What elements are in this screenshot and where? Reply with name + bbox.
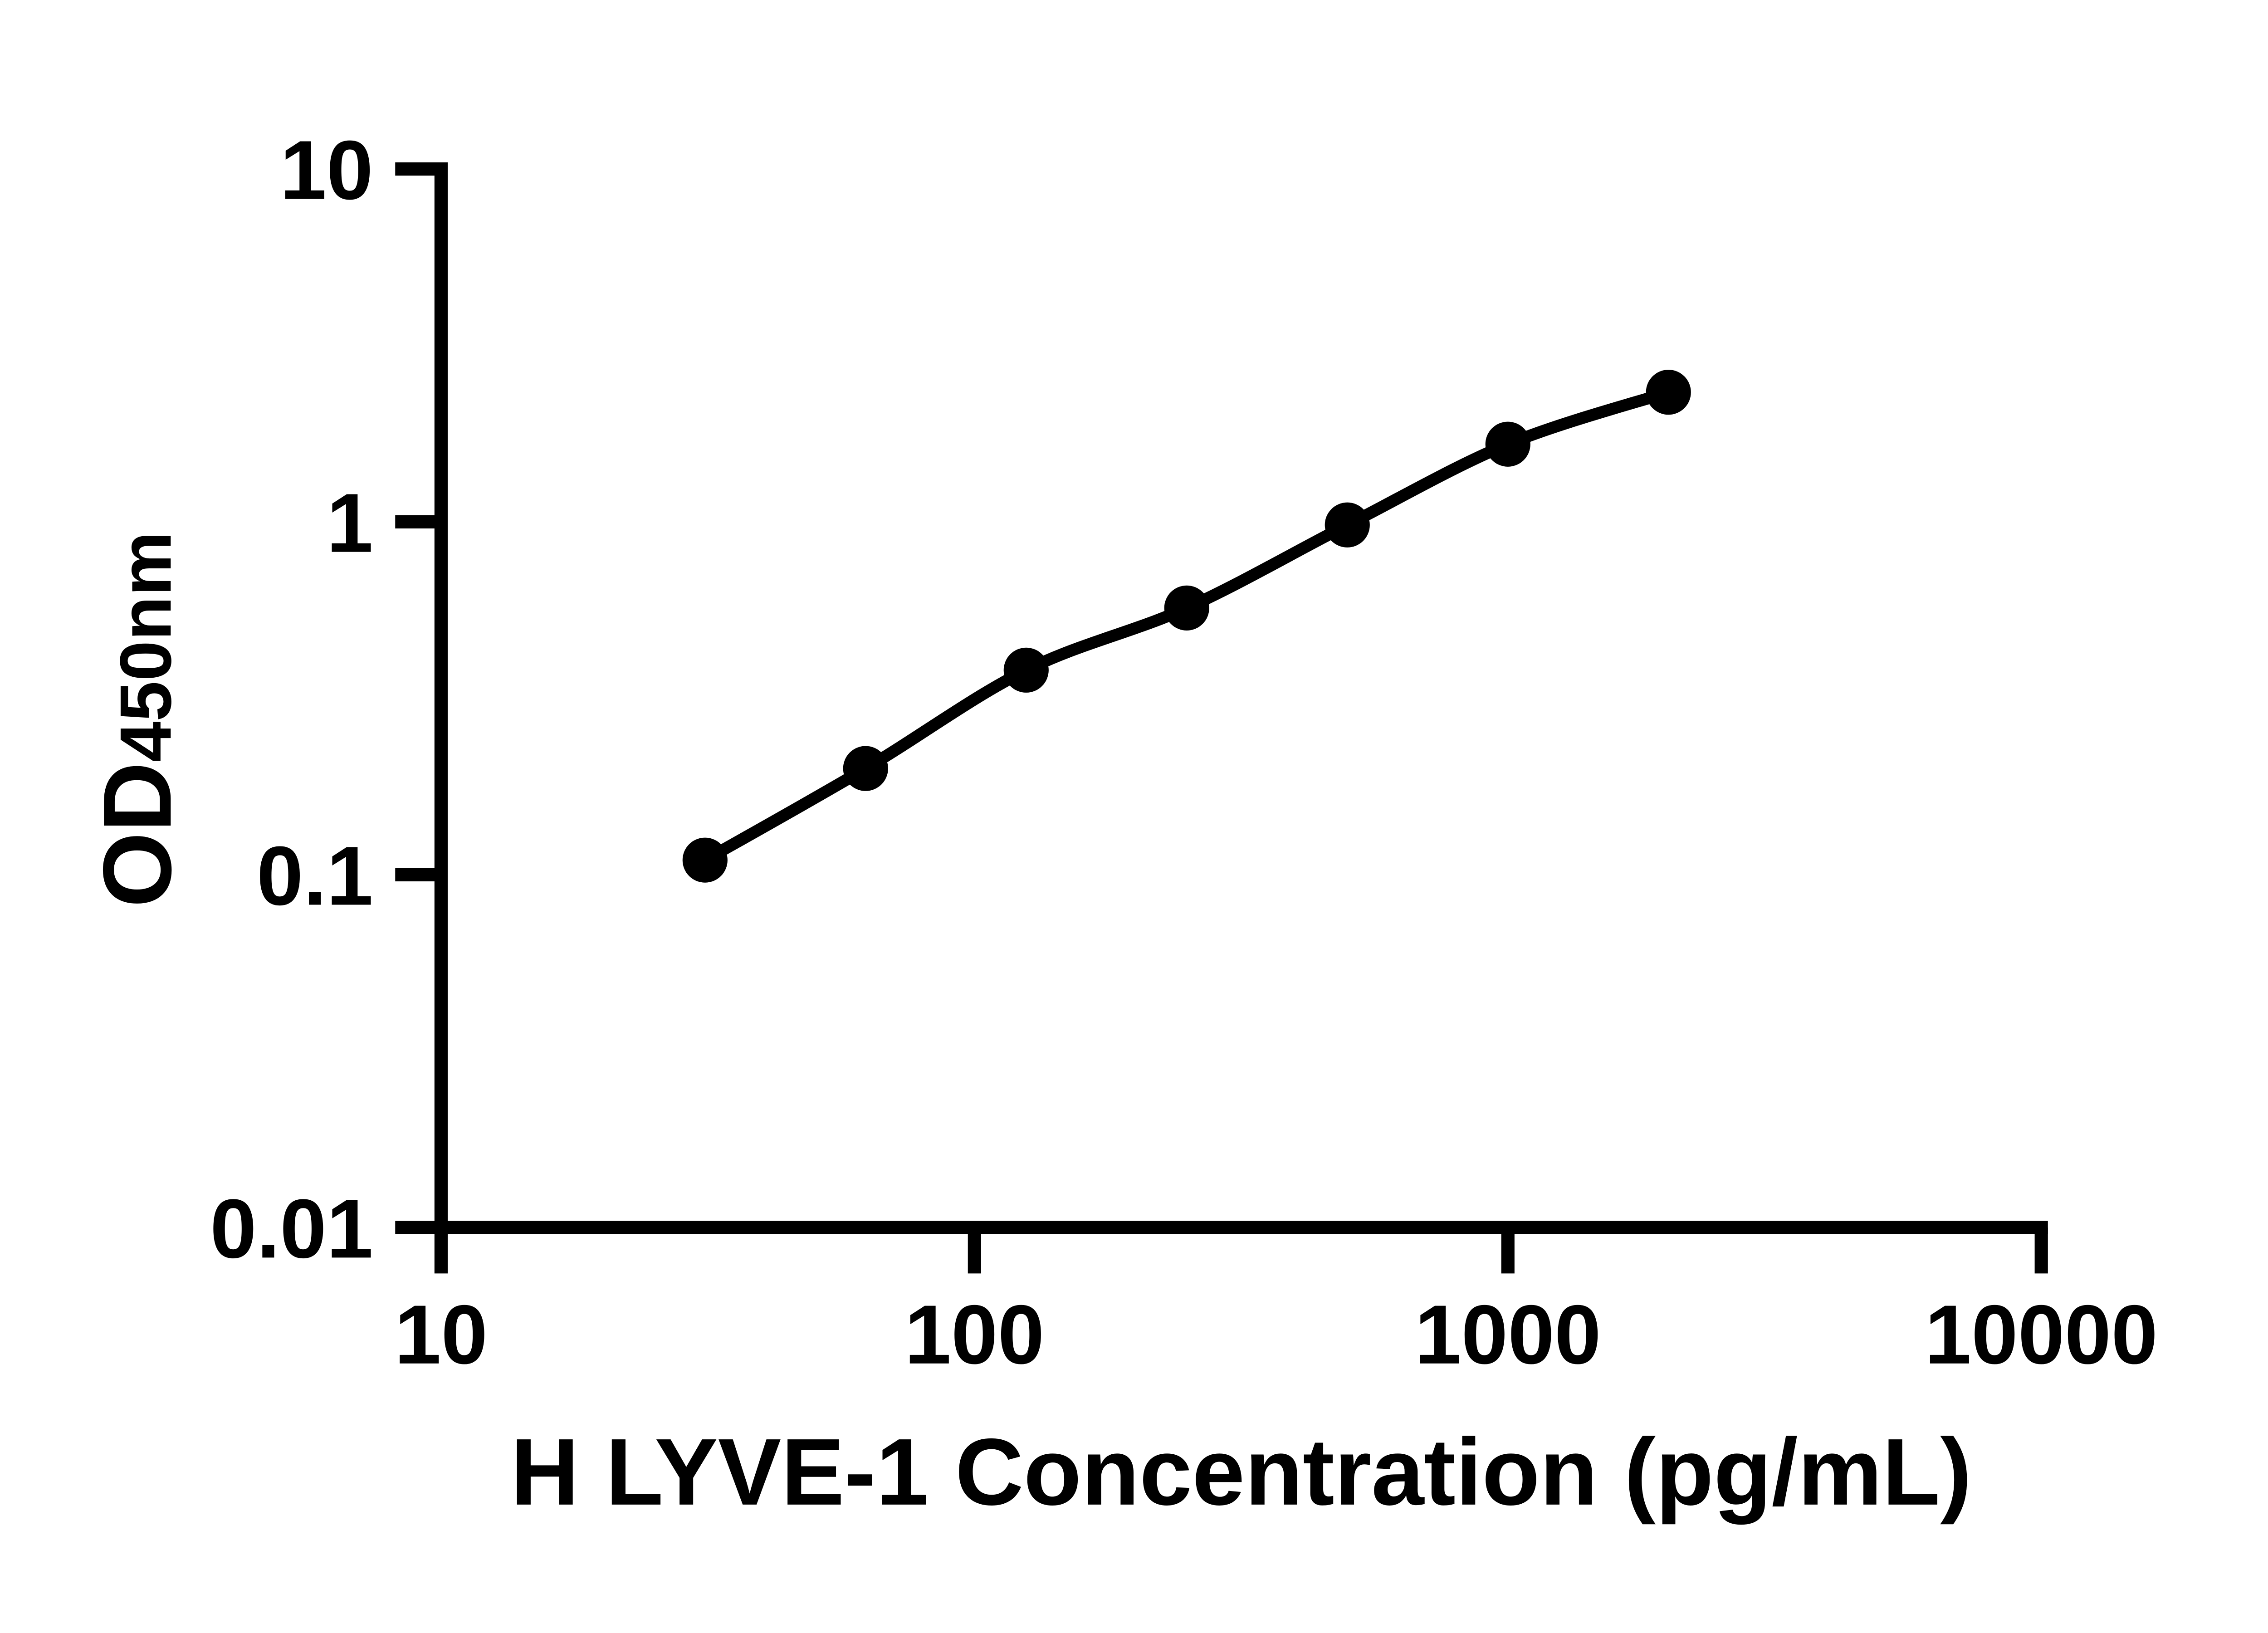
y-tick-label: 0.1 bbox=[257, 829, 373, 923]
axis-spine bbox=[434, 162, 2048, 1234]
y-axis-title: OD450nm bbox=[83, 531, 191, 907]
series-layer bbox=[682, 370, 1691, 883]
label-layer: H LYVE-1 Concentration (pg/mL) OD450nm bbox=[83, 531, 1972, 1525]
x-tick-label: 10000 bbox=[1925, 1288, 2158, 1382]
x-tick-label: 10 bbox=[395, 1288, 488, 1382]
x-axis-title: H LYVE-1 Concentration (pg/mL) bbox=[511, 1419, 1972, 1525]
data-point bbox=[1485, 421, 1530, 467]
y-axis-title-sub: 450nm bbox=[105, 531, 186, 762]
data-point bbox=[843, 746, 888, 791]
y-tick-label: 0.01 bbox=[210, 1182, 373, 1276]
y-axis-title-main: OD bbox=[83, 762, 191, 908]
data-point bbox=[1325, 502, 1370, 548]
axes-layer: 10 100 1000 10000 0.01 0.1 1 10 bbox=[210, 124, 2158, 1382]
y-tick-label: 1 bbox=[327, 477, 373, 570]
x-tick-label: 1000 bbox=[1415, 1288, 1601, 1382]
y-tick-label: 10 bbox=[280, 124, 373, 217]
data-point bbox=[1164, 585, 1209, 631]
data-point bbox=[1003, 647, 1049, 693]
data-point bbox=[682, 837, 728, 883]
x-tick-label: 100 bbox=[904, 1288, 1044, 1382]
data-point bbox=[1646, 370, 1691, 415]
